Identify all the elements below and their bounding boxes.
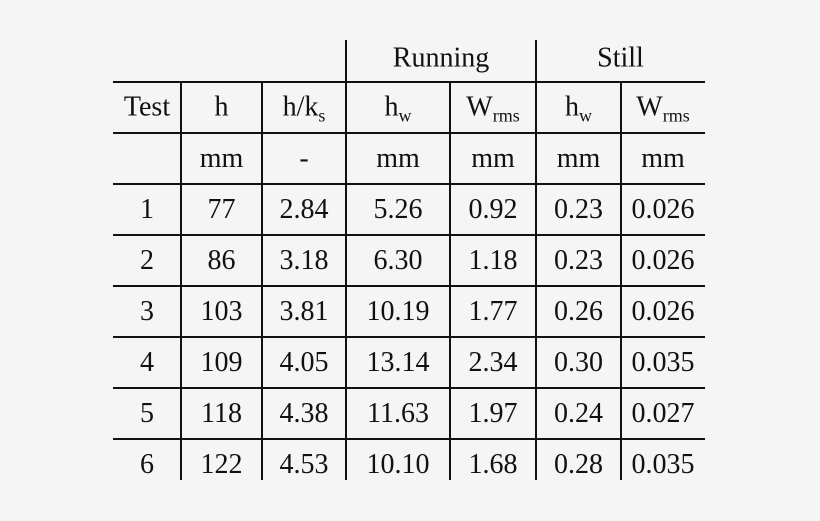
header-subscript: w bbox=[579, 106, 592, 126]
cell: 103 bbox=[201, 296, 243, 327]
cell: 13.14 bbox=[367, 347, 430, 378]
cell: 1.77 bbox=[469, 296, 518, 327]
column-header: hw bbox=[385, 92, 412, 126]
cell: 2.34 bbox=[469, 347, 518, 378]
cell: 4.53 bbox=[280, 449, 329, 480]
header-text: h bbox=[385, 92, 399, 123]
unit: mm bbox=[471, 143, 515, 174]
cell: 0.26 bbox=[554, 296, 603, 327]
cell: 0.24 bbox=[554, 398, 603, 429]
cell: 5.26 bbox=[374, 194, 423, 225]
cell: 0.027 bbox=[632, 398, 695, 429]
header-text: W bbox=[466, 92, 493, 123]
column-header: Wrms bbox=[466, 92, 519, 126]
cell: 0.92 bbox=[469, 194, 518, 225]
header-subscript: s bbox=[318, 106, 325, 126]
cell: 1.68 bbox=[469, 449, 518, 480]
cell: 3 bbox=[140, 296, 154, 327]
cell: 0.28 bbox=[554, 449, 603, 480]
cell: 77 bbox=[208, 194, 236, 225]
cell: 2.84 bbox=[280, 194, 329, 225]
cell: 0.23 bbox=[554, 194, 603, 225]
group-header: Still bbox=[597, 42, 644, 73]
cell: 4.05 bbox=[280, 347, 329, 378]
column-header: h/ks bbox=[283, 92, 326, 126]
cell: 86 bbox=[208, 245, 236, 276]
cell: 6 bbox=[140, 449, 154, 480]
cell: 1.18 bbox=[469, 245, 518, 276]
cell: 2 bbox=[140, 245, 154, 276]
header-text: h bbox=[215, 92, 229, 123]
cell: 0.026 bbox=[632, 296, 695, 327]
cell: 0.026 bbox=[632, 194, 695, 225]
cell: 5 bbox=[140, 398, 154, 429]
cell: 10.10 bbox=[367, 449, 430, 480]
cell: 1.97 bbox=[469, 398, 518, 429]
header-text: h/k bbox=[283, 92, 319, 123]
cell: 0.026 bbox=[632, 245, 695, 276]
header-text: W bbox=[636, 92, 663, 123]
cell: 3.81 bbox=[280, 296, 329, 327]
cell: 122 bbox=[201, 449, 243, 480]
cell: 109 bbox=[201, 347, 243, 378]
group-header: Running bbox=[393, 42, 489, 73]
unit: mm bbox=[557, 143, 601, 174]
header-text: h bbox=[565, 92, 579, 123]
header-subscript: w bbox=[399, 106, 412, 126]
header-subscript: rms bbox=[493, 106, 520, 126]
cell: 3.18 bbox=[280, 245, 329, 276]
unit: mm bbox=[376, 143, 420, 174]
cell: 0.035 bbox=[632, 449, 695, 480]
column-header: Test bbox=[124, 92, 170, 123]
cell: 0.23 bbox=[554, 245, 603, 276]
column-header: h bbox=[215, 92, 229, 123]
column-header: hw bbox=[565, 92, 592, 126]
cell: 4 bbox=[140, 347, 154, 378]
cell: 10.19 bbox=[367, 296, 430, 327]
column-header: Wrms bbox=[636, 92, 689, 126]
cell: 0.035 bbox=[632, 347, 695, 378]
header-text: Test bbox=[124, 92, 170, 123]
cell: 0.30 bbox=[554, 347, 603, 378]
cell: 4.38 bbox=[280, 398, 329, 429]
unit: mm bbox=[200, 143, 244, 174]
cell: 6.30 bbox=[374, 245, 423, 276]
cell: 11.63 bbox=[367, 398, 429, 429]
unit: - bbox=[299, 143, 308, 174]
header-subscript: rms bbox=[663, 106, 690, 126]
cell: 118 bbox=[201, 398, 242, 429]
cell: 1 bbox=[140, 194, 154, 225]
unit: mm bbox=[641, 143, 685, 174]
